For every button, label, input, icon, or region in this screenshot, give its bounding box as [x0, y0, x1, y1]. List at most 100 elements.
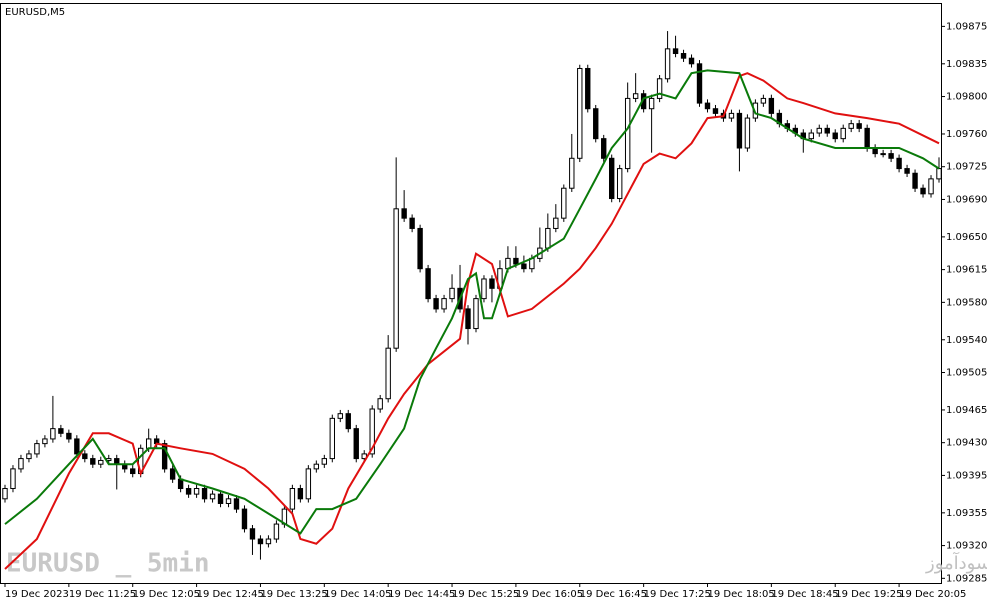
watermark: EURUSD _ 5min: [6, 549, 210, 579]
candle-body: [824, 127, 830, 134]
y-tick-label: 1.09285: [946, 573, 987, 584]
x-tick-label: 19 Dec 16:45: [580, 589, 647, 600]
candle-body: [18, 458, 24, 470]
candle-body: [185, 488, 192, 495]
candle-body: [393, 208, 399, 349]
candle-body: [241, 508, 248, 530]
candle-body: [848, 123, 854, 129]
candle-body: [345, 413, 351, 430]
candle-body: [217, 493, 224, 504]
candle-body: [752, 102, 759, 119]
x-tick-label: 19 Dec 14:05: [324, 589, 391, 600]
y-tick-label: 1.09320: [946, 541, 987, 552]
candle-body: [169, 468, 176, 480]
candle-body: [664, 48, 671, 80]
candle-body: [912, 172, 918, 189]
y-tick-label: 1.09505: [946, 368, 987, 379]
candle-body: [201, 488, 208, 500]
candle-body: [577, 67, 583, 159]
indicator-line: [4, 69, 940, 535]
candle-body: [34, 443, 40, 455]
candle-body: [704, 102, 711, 110]
watermark-site: انتشار در سایت سودآموز: [925, 551, 987, 574]
candle-body: [904, 168, 910, 174]
candle-body: [648, 97, 655, 110]
candle-body: [928, 178, 934, 195]
x-tick-label: 19 Dec 20:05: [899, 589, 966, 600]
x-tick-label: 19 Dec 12:05: [133, 589, 200, 600]
candle-body: [305, 468, 312, 500]
candle-body: [42, 438, 48, 445]
candle-body: [808, 132, 814, 140]
candle-body: [616, 168, 623, 200]
candle-body: [225, 498, 232, 504]
x-tick-label: 19 Dec 19:25: [835, 589, 902, 600]
candle-body: [489, 278, 495, 289]
candle-body: [736, 112, 743, 149]
candle-body: [313, 463, 320, 470]
candle-body: [744, 117, 751, 149]
y-tick-label: 1.09650: [946, 232, 987, 243]
candle-body: [90, 458, 96, 465]
x-tick-label: 19 Dec 16:05: [516, 589, 583, 600]
candle-body: [433, 298, 439, 310]
candle-body: [569, 157, 575, 189]
x-tick-label: 19 Dec 14:45: [388, 589, 455, 600]
candle-body: [10, 468, 16, 490]
y-tick-label: 1.09540: [946, 335, 987, 346]
candle-body: [856, 123, 862, 129]
indicator-line: [4, 72, 940, 570]
candle-body: [449, 287, 455, 300]
plot-area: [0, 3, 942, 584]
candle-body: [209, 493, 216, 500]
candle-body: [161, 443, 168, 470]
candle-body: [233, 498, 240, 510]
candle-body: [257, 538, 264, 545]
candle-body: [377, 398, 383, 410]
candle-body: [385, 347, 391, 400]
candle-body: [553, 217, 559, 229]
candle-body: [273, 523, 280, 540]
candle-body: [513, 257, 519, 265]
candle-body: [481, 278, 487, 300]
candle-body: [632, 93, 639, 99]
candle-body: [585, 67, 591, 110]
candle-body: [265, 538, 272, 545]
candle-body: [249, 528, 256, 540]
candle-body: [50, 428, 56, 440]
candle-body: [816, 127, 822, 134]
y-tick-label: 1.09875: [946, 21, 987, 32]
x-tick-label: 19 Dec 2023: [5, 589, 69, 600]
candle-body: [74, 438, 80, 455]
candle-body: [832, 132, 838, 140]
candle-body: [401, 208, 407, 219]
x-tick-label: 19 Dec 17:25: [644, 589, 711, 600]
candle-body: [896, 157, 902, 170]
y-tick-label: 1.09835: [946, 59, 987, 70]
candle-body: [58, 428, 64, 434]
y-tick-label: 1.09355: [946, 508, 987, 519]
y-tick-label: 1.09615: [946, 265, 987, 276]
y-tick-label: 1.09465: [946, 405, 987, 416]
candle-body: [712, 108, 719, 114]
candle-body: [26, 453, 32, 460]
candle-body: [353, 428, 359, 460]
candle-body: [130, 468, 136, 475]
candle-body: [561, 187, 567, 219]
x-tick-label: 19 Dec 15:25: [452, 589, 519, 600]
candle-body: [688, 57, 695, 65]
candle-body: [82, 453, 88, 460]
candle-body: [768, 97, 775, 114]
candle-body: [593, 108, 599, 140]
x-tick-label: 19 Dec 18:05: [707, 589, 774, 600]
candle-body: [98, 459, 104, 465]
candle-body: [473, 298, 479, 330]
candle-body: [2, 488, 8, 500]
candle-body: [337, 413, 343, 419]
candle-body: [321, 458, 328, 465]
x-tick-label: 19 Dec 13:25: [260, 589, 327, 600]
chart-title: EURUSD,M5: [5, 7, 65, 18]
candle-body: [601, 138, 607, 159]
candle-body: [289, 488, 296, 510]
candle-body: [840, 127, 846, 140]
